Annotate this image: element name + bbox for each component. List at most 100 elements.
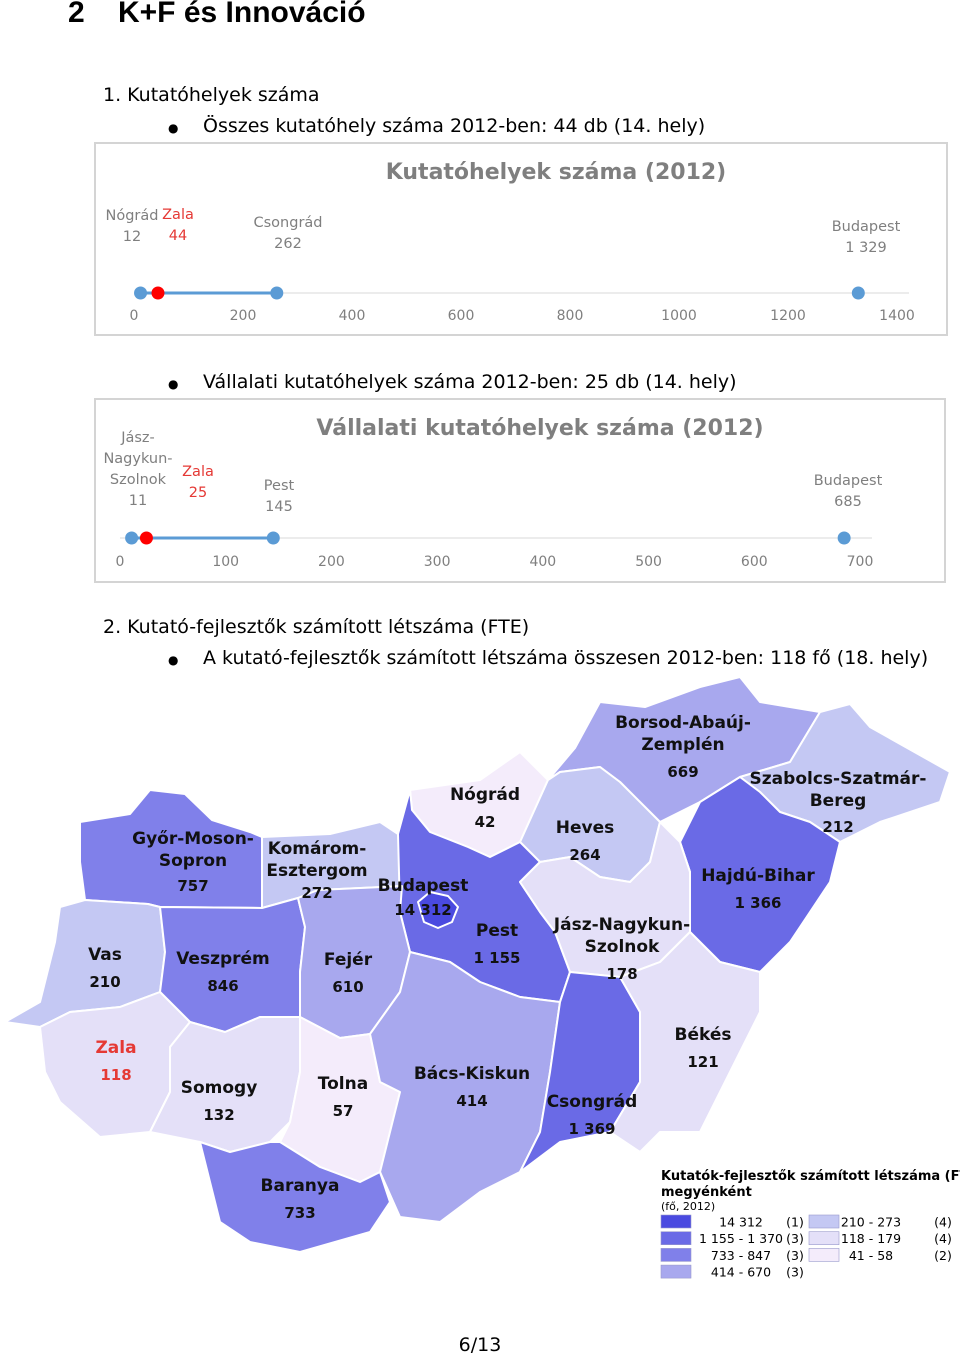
county-value-label: 757 xyxy=(177,877,208,895)
bullet-icon: ● xyxy=(168,653,179,667)
county-name-label: Sopron xyxy=(159,851,227,871)
county-name-label: Nógrád xyxy=(450,785,520,805)
county-value-label: 264 xyxy=(569,846,600,864)
county-name-label: Zemplén xyxy=(641,735,724,755)
page-number: 6/13 xyxy=(458,1334,502,1356)
data-point xyxy=(851,286,865,300)
chart-corporate-svg: Vállalati kutatóhelyek száma (2012) 0 100 2… xyxy=(103,416,883,570)
point-name-label: Zala xyxy=(182,464,214,480)
county-name-label: Békés xyxy=(675,1025,732,1045)
county-value-label: 132 xyxy=(203,1106,234,1124)
tick-label: 0 xyxy=(130,308,139,324)
section-title: K+F és Innováció xyxy=(118,0,366,29)
county-name-label: Jász-Nagykun- xyxy=(553,915,690,935)
county-name-label: Bereg xyxy=(810,791,867,811)
chart-title: Kutatóhelyek száma (2012) xyxy=(386,160,727,185)
county-value-label: 212 xyxy=(822,818,853,836)
county-name-label: Zala xyxy=(95,1038,136,1058)
point-value-label: 145 xyxy=(265,499,293,515)
bullet-item: ● xyxy=(168,647,178,669)
tick-label: 1000 xyxy=(661,308,697,324)
county-value-label: 733 xyxy=(284,1204,315,1222)
legend-range: 1 155 - 1 370 xyxy=(699,1231,783,1246)
legend-count: (3) xyxy=(786,1265,804,1280)
legend-swatch xyxy=(660,1231,692,1246)
bullet-text-total: Összes kutatóhely száma 2012-ben: 44 db … xyxy=(203,115,706,137)
county-name-label: Vas xyxy=(88,945,122,965)
chart-corporate-research-sites: Vállalati kutatóhelyek száma (2012) 0 100 2… xyxy=(94,398,946,583)
county-name-label: Borsod-Abaúj- xyxy=(615,713,751,733)
legend-title-2: megyénként xyxy=(661,1185,752,1200)
county-jasz xyxy=(519,821,691,978)
tick-label: 500 xyxy=(635,554,662,570)
legend-swatch xyxy=(660,1264,692,1279)
county-value-label: 42 xyxy=(475,813,496,831)
point-value-label: 685 xyxy=(834,494,862,510)
data-point xyxy=(837,531,851,545)
tick-label: 200 xyxy=(318,554,345,570)
tick-label: 600 xyxy=(741,554,768,570)
county-value-label: 210 xyxy=(89,973,120,991)
county-value-label: 1 155 xyxy=(474,949,521,967)
legend-title: Kutatók-fejlesztők számított létszáma (F… xyxy=(661,1169,960,1184)
legend-swatch xyxy=(660,1214,692,1229)
data-point xyxy=(151,286,165,300)
legend-range: 733 - 847 xyxy=(711,1248,771,1263)
point-name-label: Budapest xyxy=(814,473,883,489)
legend-count: (2) xyxy=(934,1248,952,1263)
bullet-icon: ● xyxy=(168,377,179,391)
county-name-label: Szolnok xyxy=(585,937,660,957)
point-name-label: Nógrád xyxy=(106,208,159,224)
county-budapest xyxy=(417,891,459,929)
data-point xyxy=(266,531,280,545)
point-value-label: 12 xyxy=(123,229,141,245)
legend-count: (1) xyxy=(786,1215,804,1230)
county-value-label: 121 xyxy=(687,1053,718,1071)
point-name-label: Pest xyxy=(264,478,295,494)
data-point xyxy=(125,531,139,545)
bullet-icon: ● xyxy=(168,121,179,135)
chart-total-svg: Kutatóhelyek száma (2012) 0 200 400 600 800 10… xyxy=(106,160,915,324)
county-value-label: 669 xyxy=(667,763,698,781)
section-heading: 2 K+F és Innováció xyxy=(68,0,366,30)
section-number: 2 xyxy=(68,0,85,29)
hungary-county-map: Győr-Moson-Sopron 757 Komárom-Esztergom 272… xyxy=(4,676,960,1284)
county-value-label: 1 369 xyxy=(569,1120,616,1138)
county-name-label: Győr-Moson- xyxy=(132,829,254,849)
legend-swatch xyxy=(808,1214,840,1229)
bullet-text-corporate: Vállalati kutatóhelyek száma 2012-ben: 2… xyxy=(203,371,737,393)
subsection-1-title: 1. Kutatóhelyek száma xyxy=(103,84,320,106)
data-point xyxy=(134,286,148,300)
county-value-label: 414 xyxy=(456,1092,487,1110)
point-name-label: Zala xyxy=(162,207,194,223)
legend-range: 41 - 58 xyxy=(849,1248,893,1263)
legend-range: 414 - 670 xyxy=(711,1265,771,1280)
county-bekes xyxy=(609,931,761,1153)
bullet-item: ● xyxy=(168,371,178,393)
tick-label: 800 xyxy=(557,308,584,324)
county-name-label: Fejér xyxy=(324,950,373,970)
tick-label: 400 xyxy=(339,308,366,324)
point-name-label: Nagykun- xyxy=(103,451,172,467)
tick-label: 1400 xyxy=(879,308,915,324)
legend-count: (4) xyxy=(934,1231,952,1246)
tick-label: 600 xyxy=(448,308,475,324)
tick-label: 700 xyxy=(847,554,874,570)
point-value-label: 262 xyxy=(274,236,302,252)
legend-swatch xyxy=(808,1248,840,1262)
county-name-label: Esztergom xyxy=(266,861,367,881)
county-name-label: Komárom- xyxy=(268,839,367,859)
tick-label: 200 xyxy=(230,308,257,324)
county-name-label: Baranya xyxy=(261,1176,340,1196)
county-name-label: Somogy xyxy=(181,1078,258,1098)
county-name-label: Budapest xyxy=(378,876,469,896)
point-name-label: Jász- xyxy=(120,430,155,446)
legend-swatch xyxy=(660,1248,692,1262)
bullet-item: ● xyxy=(168,115,178,137)
county-name-label: Pest xyxy=(476,921,518,941)
point-value-label: 44 xyxy=(169,228,187,244)
legend-swatch xyxy=(808,1231,840,1246)
point-name-label: Budapest xyxy=(832,219,901,235)
county-value-label: 610 xyxy=(332,978,363,996)
point-name-label: Szolnok xyxy=(110,472,167,488)
